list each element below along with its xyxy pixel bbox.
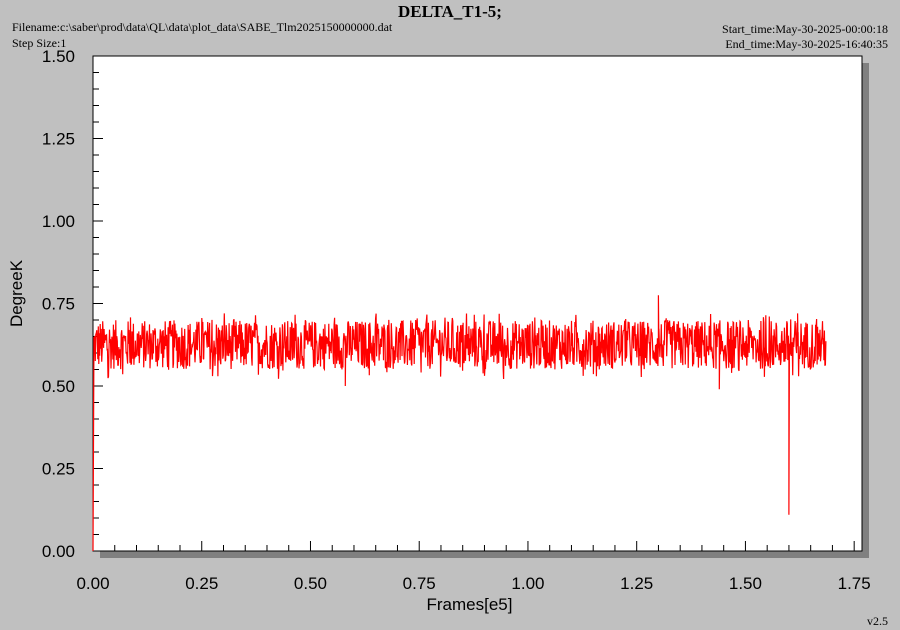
x-tick-label: 1.50: [729, 574, 762, 593]
x-tick-label: 0.50: [294, 574, 327, 593]
x-tick-label: 1.00: [511, 574, 544, 593]
x-tick-label: 0.25: [185, 574, 218, 593]
y-tick-label: 1.50: [42, 47, 75, 66]
start-time-text: Start_time:May-30-2025-00:00:18: [722, 22, 888, 36]
x-tick-label: 0.00: [76, 574, 109, 593]
x-tick-label: 1.75: [838, 574, 871, 593]
plot-area: [92, 55, 863, 552]
version-label: v2.5: [867, 614, 888, 628]
filename-text: Filename:c:\saber\prod\data\QL\data\plot…: [12, 20, 393, 34]
chart-title: DELTA_T1-5;: [398, 2, 502, 21]
y-tick-label: 0.25: [42, 460, 75, 479]
x-tick-label: 1.25: [620, 574, 653, 593]
step-size-text: Step Size:1: [12, 36, 67, 50]
x-axis-label: Frames[e5]: [427, 595, 513, 614]
end-time-text: End_time:May-30-2025-16:40:35: [725, 37, 888, 51]
y-tick-label: 1.00: [42, 212, 75, 231]
series-line: [92, 295, 827, 552]
y-tick-label: 1.25: [42, 130, 75, 149]
y-tick-label: 0.50: [42, 377, 75, 396]
x-tick-label: 0.75: [403, 574, 436, 593]
y-tick-label: 0.00: [42, 542, 75, 561]
y-axis-label: DegreeK: [7, 259, 26, 327]
y-tick-label: 0.75: [42, 295, 75, 314]
